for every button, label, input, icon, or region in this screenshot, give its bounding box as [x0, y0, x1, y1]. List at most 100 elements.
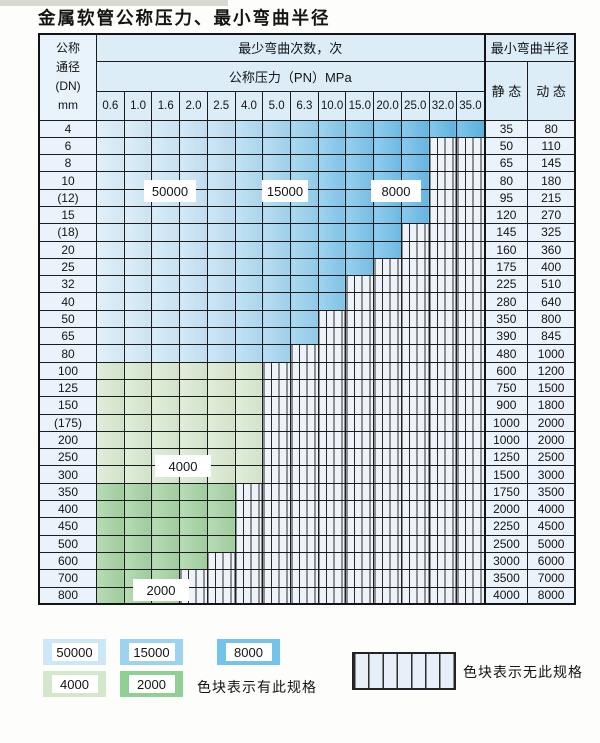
spec-cell	[234, 136, 264, 156]
no-spec-cell	[317, 361, 347, 380]
no-spec-cell	[373, 448, 402, 467]
table-row-dn-300: 300 1500 3000	[38, 465, 576, 484]
no-spec-cell	[456, 257, 486, 277]
no-spec-cell	[428, 517, 458, 536]
spec-cell	[123, 309, 153, 329]
spec-cell	[206, 396, 236, 415]
spec-cell	[373, 154, 402, 173]
no-spec-cell	[428, 430, 458, 450]
no-spec-cell	[373, 482, 402, 502]
static-radius-value: 1000	[483, 413, 529, 432]
spec-cell	[206, 275, 236, 294]
no-spec-cell	[400, 551, 430, 571]
no-spec-cell	[345, 586, 375, 605]
static-radius-value: 80	[483, 171, 529, 190]
no-spec-cell	[234, 551, 264, 571]
spec-cell	[123, 413, 153, 432]
spec-cell	[206, 534, 236, 553]
no-spec-cell	[400, 534, 430, 553]
spec-cell	[345, 188, 375, 207]
table-row-dn-100: 100 600 1200	[38, 361, 576, 380]
spec-cell	[123, 361, 153, 380]
no-spec-cell	[262, 430, 292, 450]
dynamic-radius-value: 640	[527, 292, 576, 311]
spec-cell	[123, 465, 153, 484]
no-spec-cell	[400, 413, 430, 432]
spec-cell	[400, 154, 430, 173]
no-spec-cell	[373, 465, 402, 484]
no-spec-cell	[400, 396, 430, 415]
table-row-dn-450: 450 2250 4500	[38, 517, 576, 536]
corner-line-4: mm	[57, 98, 78, 113]
spec-cell	[234, 240, 264, 259]
table-row-dn-800: 800 4000 8000	[38, 586, 576, 605]
spec-cell	[345, 257, 375, 277]
spec-cell	[123, 344, 153, 363]
spec-cell	[290, 240, 319, 259]
spec-cell	[456, 119, 486, 138]
page-title: 金属软管公称压力、最小弯曲半径	[38, 9, 331, 29]
spec-cell	[151, 551, 181, 571]
dynamic-radius-value: 215	[527, 188, 576, 207]
static-radius-value: 1250	[483, 448, 529, 467]
table-row-dn-600: 600 3000 6000	[38, 551, 576, 571]
static-radius-value: 225	[483, 275, 529, 294]
spec-cell	[206, 223, 236, 242]
static-radius-value: 1000	[483, 430, 529, 450]
spec-cell	[400, 136, 430, 156]
spec-cell	[234, 396, 264, 415]
pressure-col-header-35.0: 35.0	[456, 90, 486, 121]
spec-cell	[151, 257, 181, 277]
spec-cell	[345, 154, 375, 173]
pressure-col-header-5.0: 5.0	[262, 90, 292, 121]
no-spec-cell	[456, 430, 486, 450]
spec-cell	[151, 482, 181, 502]
no-spec-cell	[456, 517, 486, 536]
spec-cell	[151, 119, 181, 138]
dynamic-radius-value: 180	[527, 171, 576, 190]
legend-swatch-50000-label: 50000	[51, 643, 98, 661]
no-spec-cell	[345, 413, 375, 432]
spec-cell	[262, 257, 292, 277]
table-row-dn-8: 8 65 145	[38, 154, 576, 173]
spec-cell	[234, 378, 264, 398]
no-spec-cell	[400, 344, 430, 363]
no-spec-cell	[428, 171, 458, 190]
no-spec-cell	[428, 275, 458, 294]
no-spec-cell	[290, 448, 319, 467]
dn-label: 65	[38, 327, 97, 346]
spec-cell	[206, 257, 236, 277]
legend-swatch-2000: 2000	[120, 671, 183, 697]
spec-cell	[95, 327, 125, 346]
corner-line-1: 公称	[55, 41, 80, 56]
spec-cell	[95, 448, 125, 467]
spec-cell	[373, 205, 402, 225]
no-spec-cell	[262, 482, 292, 502]
no-spec-cell	[290, 378, 319, 398]
no-spec-cell	[456, 413, 486, 432]
table-row-dn-125: 125 750 1500	[38, 378, 576, 398]
table-row-dn-65: 65 390 845	[38, 327, 576, 346]
spec-cell	[151, 430, 181, 450]
dynamic-radius-value: 1800	[527, 396, 576, 415]
no-spec-cell	[317, 327, 347, 346]
no-spec-cell	[428, 240, 458, 259]
dynamic-radius-value: 4000	[527, 500, 576, 519]
no-spec-cell	[262, 500, 292, 519]
spec-cell	[206, 378, 236, 398]
no-spec-cell	[345, 551, 375, 571]
spec-cell	[179, 223, 208, 242]
no-spec-cell	[290, 430, 319, 450]
no-spec-cell	[290, 482, 319, 502]
dynamic-radius-value: 270	[527, 205, 576, 225]
spec-cell	[262, 327, 292, 346]
spec-cell	[206, 361, 236, 380]
spec-cell	[317, 119, 347, 138]
spec-cell	[179, 378, 208, 398]
spec-cell	[317, 223, 347, 242]
spec-cell	[95, 517, 125, 536]
spec-cell	[179, 154, 208, 173]
spec-cell	[206, 430, 236, 450]
dynamic-radius-value: 2500	[527, 448, 576, 467]
